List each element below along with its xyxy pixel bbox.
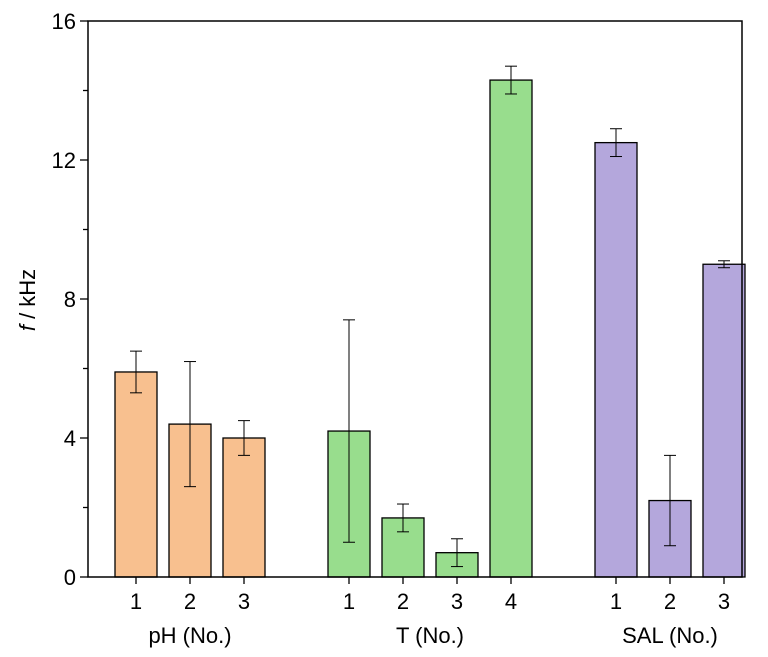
bars-layer: [114, 65, 746, 578]
axes-layer: [80, 20, 743, 584]
x-tick-label: 1: [343, 589, 355, 614]
bar-3-1: [594, 141, 638, 578]
x-tick-label: 3: [238, 589, 250, 614]
y-tick-label: 12: [52, 148, 76, 173]
x-tick-label: 4: [505, 589, 517, 614]
y-tick-label: 8: [64, 287, 76, 312]
y-tick-label: 16: [52, 9, 76, 34]
error-bar-3-3: [718, 260, 730, 269]
x-tick-label: 3: [718, 589, 730, 614]
x-tick-label: 1: [130, 589, 142, 614]
group-label: pH (No.): [148, 623, 231, 648]
error-bar-2-3: [451, 538, 463, 568]
x-tick-label: 2: [397, 589, 409, 614]
y-tick-label: 0: [64, 565, 76, 590]
error-bar-1-2: [184, 361, 196, 488]
error-bar-1-3: [238, 420, 250, 456]
x-tick-label: 2: [184, 589, 196, 614]
error-bar-2-4: [505, 65, 517, 95]
error-bar-3-2: [664, 454, 676, 547]
error-bar-2-2: [397, 503, 409, 533]
y-tick-label: 4: [64, 426, 76, 451]
bar-1-3: [222, 437, 266, 578]
bar-1-1: [114, 371, 158, 578]
error-bar-1-1: [130, 350, 142, 394]
group-label: SAL (No.): [622, 623, 718, 648]
plot-frame: [87, 20, 743, 578]
x-tick-label: 2: [664, 589, 676, 614]
error-bar-2-1: [343, 319, 355, 543]
group-label: T (No.): [396, 623, 464, 648]
x-tick-label: 3: [451, 589, 463, 614]
bar-2-4: [489, 79, 533, 578]
x-tick-label: 1: [610, 589, 622, 614]
bar-3-3: [702, 263, 746, 578]
y-axis-title: f / kHz: [15, 269, 40, 331]
error-bar-3-1: [610, 128, 622, 158]
